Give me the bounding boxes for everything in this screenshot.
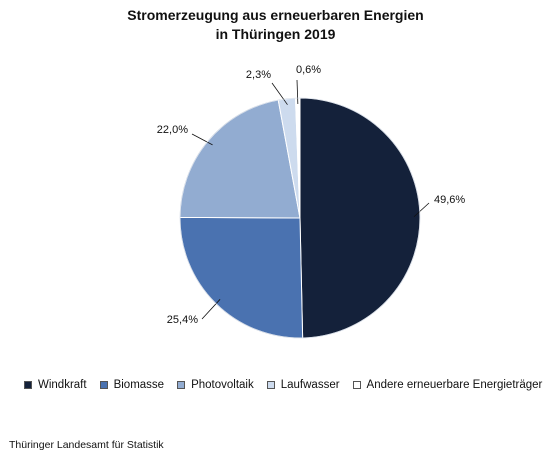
legend: Windkraft Biomasse Photovoltaik Laufwasser A… bbox=[24, 379, 551, 391]
pie-slice-biomasse bbox=[179, 216, 304, 339]
legend-label: Windkraft bbox=[38, 379, 87, 391]
legend-item: Laufwasser bbox=[266, 379, 340, 391]
leader-line bbox=[296, 79, 299, 105]
chart-title-line-2: in Thüringen 2019 bbox=[215, 26, 336, 42]
legend-item: Biomasse bbox=[99, 379, 165, 391]
legend-item: Windkraft bbox=[24, 379, 87, 391]
data-label: 25,4% bbox=[167, 314, 198, 326]
legend-item: Photovoltaik bbox=[177, 379, 254, 391]
legend-swatch bbox=[99, 381, 108, 389]
chart-title-line-1: Stromerzeugung aus erneuerbaren Energien bbox=[127, 7, 424, 23]
data-label: 49,6% bbox=[434, 194, 465, 206]
pie-outline bbox=[179, 97, 421, 339]
legend-swatch bbox=[177, 381, 186, 389]
leader-line bbox=[413, 202, 430, 218]
legend-swatch bbox=[24, 381, 32, 389]
pie-chart: 49,6% 25,4% 22,0% 2,3% 0,6% bbox=[157, 64, 465, 339]
leader-line bbox=[271, 82, 288, 105]
legend-label: Biomasse bbox=[113, 379, 165, 391]
pie-slice-windkraft bbox=[299, 97, 421, 339]
data-label: 0,6% bbox=[296, 64, 321, 76]
legend-label: Photovoltaik bbox=[191, 379, 254, 391]
data-label: 2,3% bbox=[246, 69, 271, 81]
legend-item: Andere erneuerbare Energieträger bbox=[352, 379, 543, 391]
legend-label: Andere erneuerbare Energieträger bbox=[366, 379, 543, 391]
chart-title: Stromerzeugung aus erneuerbaren Energien… bbox=[0, 6, 551, 44]
data-label: 22,0% bbox=[157, 124, 188, 136]
legend-swatch bbox=[266, 381, 275, 389]
leader-line bbox=[191, 133, 213, 146]
legend-swatch bbox=[352, 381, 361, 389]
leader-line bbox=[201, 299, 221, 320]
legend-label: Laufwasser bbox=[280, 379, 340, 391]
source-note: Thüringer Landesamt für Statistik bbox=[9, 439, 164, 451]
